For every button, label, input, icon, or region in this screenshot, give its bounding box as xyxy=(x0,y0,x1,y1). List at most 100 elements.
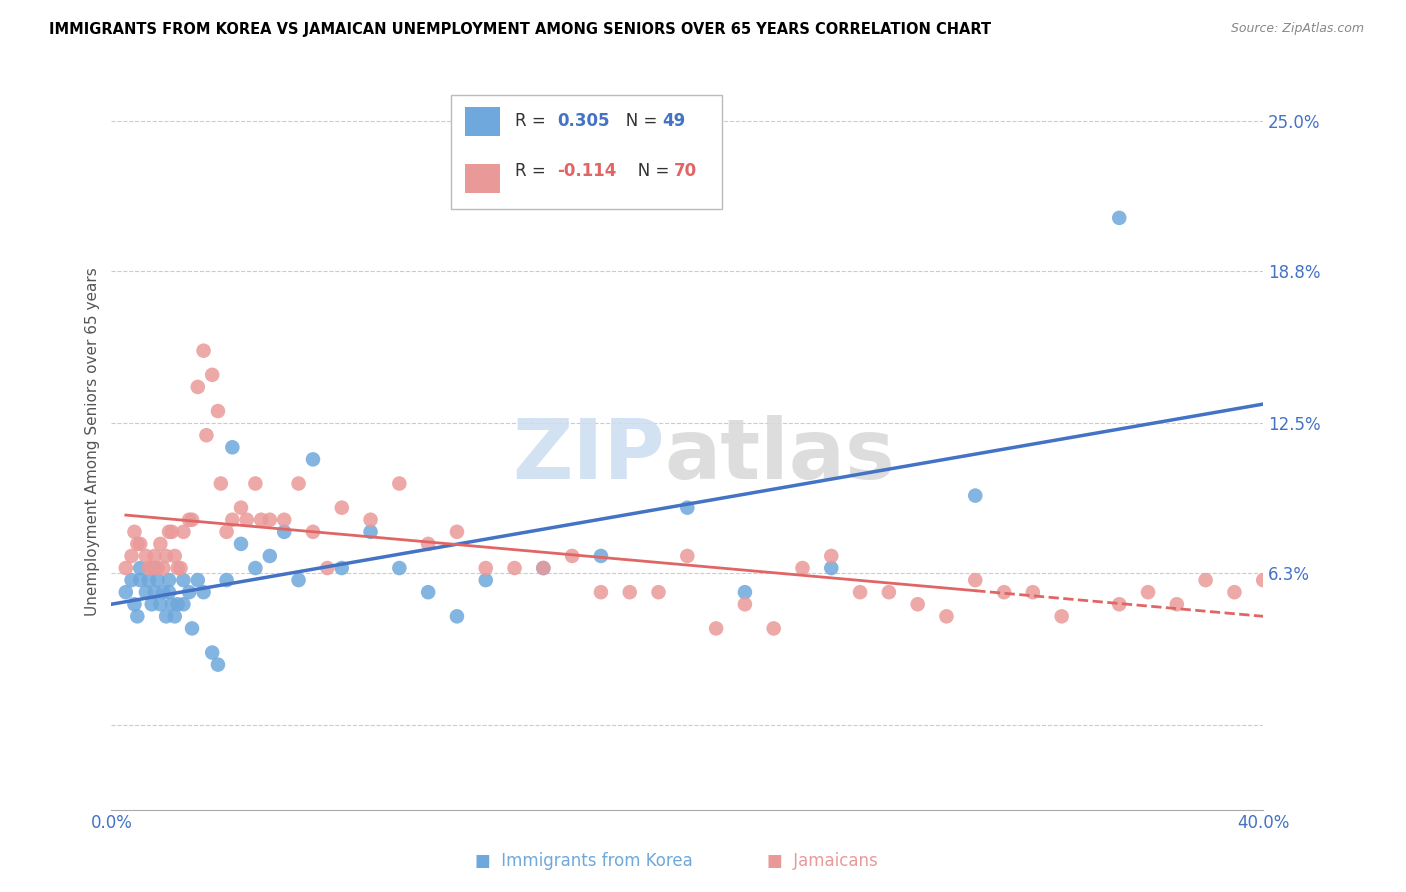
Point xyxy=(446,524,468,539)
Point xyxy=(187,380,209,394)
Point xyxy=(330,500,353,515)
Point xyxy=(143,549,166,563)
Text: 0.305: 0.305 xyxy=(557,112,610,130)
Point xyxy=(160,597,183,611)
Point xyxy=(143,561,166,575)
Point xyxy=(965,573,987,587)
Point xyxy=(221,440,243,454)
Point xyxy=(127,609,149,624)
Point xyxy=(820,561,842,575)
Point xyxy=(474,573,496,587)
Point xyxy=(215,524,238,539)
Point xyxy=(287,573,309,587)
Point xyxy=(146,561,169,575)
Point xyxy=(561,549,583,563)
Point xyxy=(704,622,727,636)
Text: -0.114: -0.114 xyxy=(557,162,617,180)
Point xyxy=(762,622,785,636)
Point xyxy=(179,585,201,599)
Point xyxy=(195,428,218,442)
Text: ZIP: ZIP xyxy=(512,416,664,497)
Point xyxy=(129,561,152,575)
Point xyxy=(143,585,166,599)
Text: 70: 70 xyxy=(673,162,696,180)
Point xyxy=(209,476,232,491)
Point xyxy=(157,524,180,539)
Point xyxy=(146,573,169,587)
Point xyxy=(1223,585,1246,599)
Point xyxy=(207,404,229,418)
Point xyxy=(849,585,872,599)
Point xyxy=(1022,585,1045,599)
Point xyxy=(287,476,309,491)
Point xyxy=(157,585,180,599)
Point xyxy=(114,561,136,575)
Point xyxy=(531,561,554,575)
Point xyxy=(138,573,160,587)
Point xyxy=(820,549,842,563)
Point xyxy=(121,549,143,563)
Point xyxy=(1251,573,1274,587)
Point xyxy=(734,597,756,611)
Point xyxy=(201,646,224,660)
Bar xyxy=(465,107,499,136)
Point xyxy=(935,609,957,624)
Point xyxy=(792,561,814,575)
Point xyxy=(124,524,146,539)
Point xyxy=(1137,585,1160,599)
Point xyxy=(181,622,204,636)
Point xyxy=(138,561,160,575)
Point xyxy=(207,657,229,672)
Point xyxy=(181,513,204,527)
Point xyxy=(172,524,194,539)
Point xyxy=(155,609,177,624)
Point xyxy=(302,524,325,539)
Point xyxy=(149,537,172,551)
Point xyxy=(160,524,183,539)
Point xyxy=(1108,211,1130,225)
Point xyxy=(172,597,194,611)
Point xyxy=(734,585,756,599)
Point xyxy=(360,524,382,539)
Point xyxy=(152,585,174,599)
Point xyxy=(965,489,987,503)
Point xyxy=(877,585,900,599)
Text: R =: R = xyxy=(515,162,551,180)
Point xyxy=(273,524,295,539)
Point xyxy=(1108,597,1130,611)
Point xyxy=(474,561,496,575)
Point xyxy=(221,513,243,527)
Point xyxy=(135,549,157,563)
Text: N =: N = xyxy=(621,162,675,180)
Point xyxy=(114,585,136,599)
Point xyxy=(172,573,194,587)
Point xyxy=(124,597,146,611)
Point xyxy=(193,585,215,599)
Text: ■  Jamaicans: ■ Jamaicans xyxy=(768,852,877,870)
Point xyxy=(229,500,252,515)
Point xyxy=(676,500,699,515)
Point xyxy=(201,368,224,382)
Point xyxy=(163,609,186,624)
Point xyxy=(235,513,257,527)
Point xyxy=(360,513,382,527)
Point xyxy=(169,561,191,575)
Point xyxy=(388,476,411,491)
Text: atlas: atlas xyxy=(664,416,896,497)
Point xyxy=(589,549,612,563)
Point xyxy=(141,597,163,611)
Point xyxy=(259,513,281,527)
Point xyxy=(229,537,252,551)
Point xyxy=(503,561,526,575)
Point xyxy=(259,549,281,563)
Point xyxy=(121,573,143,587)
Text: Source: ZipAtlas.com: Source: ZipAtlas.com xyxy=(1230,22,1364,36)
Point xyxy=(129,537,152,551)
Point xyxy=(166,597,188,611)
Point xyxy=(1166,597,1188,611)
Point xyxy=(647,585,669,599)
Point xyxy=(127,537,149,551)
Point xyxy=(993,585,1015,599)
Bar xyxy=(465,164,499,193)
Text: N =: N = xyxy=(610,112,662,130)
